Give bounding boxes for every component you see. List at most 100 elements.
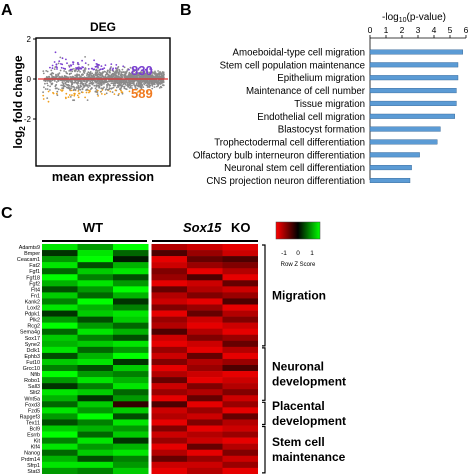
legend-title: Row Z Score (281, 262, 316, 268)
ma-point (91, 81, 94, 83)
panel-a-ma-plot: DEG log2 fold change 2 0 -2 830 589 mean e… (11, 20, 171, 184)
ma-point (149, 84, 152, 87)
heatmap-cell (187, 449, 223, 457)
ma-point (157, 72, 160, 75)
ma-point (127, 84, 130, 87)
heatmap-cell (77, 437, 113, 444)
heatmap-cell (42, 371, 78, 378)
heatmap-cell (77, 328, 113, 336)
ma-point (70, 87, 73, 89)
ma-point (54, 66, 57, 68)
heatmap-cell (113, 286, 149, 293)
ma-point (67, 86, 70, 89)
ma-point (61, 76, 64, 78)
heatmap-cell (113, 274, 149, 281)
ma-ytick-label: -2 (24, 115, 32, 124)
heatmap-cell (77, 401, 113, 408)
ma-point (112, 73, 115, 75)
ma-point (52, 75, 55, 78)
heatmap-cell (222, 467, 258, 474)
ma-plot-frame (35, 37, 171, 167)
heatmap-cell (77, 358, 113, 366)
ma-point (50, 69, 53, 72)
ma-point (114, 89, 117, 92)
ma-point (139, 71, 142, 74)
ma-point (87, 79, 89, 82)
ma-point (158, 87, 161, 89)
ma-point (151, 71, 154, 74)
heatmap-cell (77, 310, 113, 317)
ma-point (104, 74, 107, 76)
ma-point (155, 85, 158, 88)
heatmap-cell (113, 298, 149, 305)
ma-point (71, 85, 74, 88)
heatmap-cell (42, 358, 78, 366)
go-category-label: Trophectodermal cell differentiation (214, 137, 365, 148)
ma-point (107, 82, 109, 85)
go-bar (369, 126, 441, 132)
ma-point (151, 87, 154, 90)
ma-point (59, 56, 62, 59)
gene-label: Fgf1 (29, 269, 40, 275)
heatmap-cell (187, 371, 223, 378)
heatmap-cell (151, 244, 187, 251)
heatmap-cell (187, 328, 223, 336)
ma-point (70, 89, 73, 92)
ma-point (122, 65, 125, 68)
ma-point (69, 68, 72, 71)
ma-point (123, 86, 126, 88)
ma-point (75, 86, 78, 89)
heatmap-cell (77, 244, 113, 251)
ma-point (151, 82, 154, 85)
heatmap-cell (113, 455, 149, 463)
ma-point (123, 87, 126, 90)
heatmap-cell (77, 443, 113, 450)
heatmap-cell (151, 389, 187, 396)
heatmap-cell (151, 377, 187, 384)
ma-point (111, 82, 114, 84)
ma-plot-points (42, 51, 165, 103)
go-xtick-label: 0 (368, 25, 373, 35)
go-x-ticks: 0 1 2 3 4 5 6 (368, 25, 469, 38)
gene-label: Sema4g (20, 330, 40, 336)
ma-point (61, 57, 64, 60)
ma-point (89, 90, 91, 93)
ma-point (68, 79, 71, 82)
heatmap-cell (187, 467, 223, 474)
heatmap-cell (113, 389, 149, 396)
ma-point (71, 75, 74, 78)
ma-point (61, 87, 64, 90)
heatmap-cell (42, 346, 78, 354)
ma-point (107, 74, 109, 76)
ma-point (74, 92, 76, 95)
group-label-sox15: Sox15 (183, 220, 222, 235)
ma-point (95, 74, 97, 77)
ma-point (98, 86, 100, 89)
heatmap-cell (187, 340, 223, 348)
heatmap-cell (77, 286, 113, 293)
ma-point (93, 75, 96, 78)
module-bracket (262, 244, 266, 347)
ma-point (44, 82, 46, 85)
ma-point (138, 89, 141, 92)
ma-point (68, 87, 71, 90)
ma-point (49, 66, 51, 69)
ma-point (124, 83, 127, 86)
heatmap-cell (222, 425, 258, 432)
heatmap-cell (222, 401, 258, 408)
panel-c-letter: C (1, 205, 13, 222)
heatmap-cell (222, 383, 258, 390)
gene-label: Bmper (24, 251, 40, 257)
ma-point (51, 67, 54, 70)
ma-point (152, 80, 155, 82)
ma-point (77, 96, 80, 99)
heatmap-cell (42, 256, 78, 263)
ma-point (97, 63, 100, 66)
gene-label: Pdpk1 (25, 312, 40, 318)
ma-point (134, 76, 137, 79)
heatmap-cell (77, 250, 113, 257)
ma-point (132, 73, 135, 76)
heatmap-cell (187, 413, 223, 420)
heatmap-cell (113, 262, 149, 269)
ma-point (111, 75, 113, 78)
